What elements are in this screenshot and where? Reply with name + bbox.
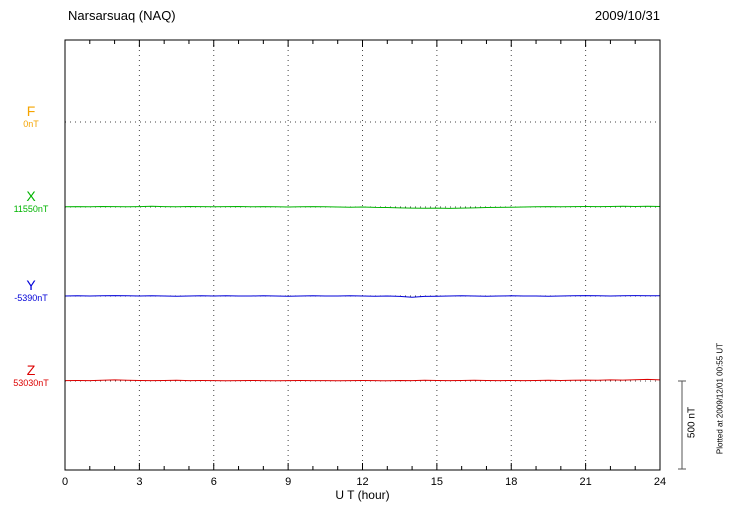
trace-label-X: X 11550nT bbox=[2, 189, 60, 214]
trace-letter-F: F bbox=[26, 103, 36, 119]
plot-frame bbox=[64, 39, 661, 471]
trace-letter-Y: Y bbox=[26, 277, 36, 293]
trace-letter-X: X bbox=[26, 188, 36, 204]
trace-X bbox=[64, 205, 661, 209]
trace-value-X: 11550nT bbox=[13, 204, 49, 214]
x-tick-label: 18 bbox=[505, 476, 517, 488]
trace-letter-Z: Z bbox=[26, 362, 36, 378]
trace-value-Y: -5390nT bbox=[14, 293, 48, 303]
trace-Z bbox=[64, 378, 661, 382]
trace-value-F: 0nT bbox=[23, 119, 39, 129]
trace-value-Z: 53030nT bbox=[13, 378, 49, 388]
trace-label-Y: Y -5390nT bbox=[2, 278, 60, 303]
x-tick-label: 0 bbox=[62, 476, 68, 488]
x-tick-label: 3 bbox=[136, 476, 142, 488]
station-title: Narsarsuaq (NAQ) bbox=[68, 8, 176, 23]
x-tick-label: 21 bbox=[580, 476, 592, 488]
x-tick-label: 24 bbox=[654, 476, 666, 488]
x-tick-label: 6 bbox=[211, 476, 217, 488]
x-tick-label: 15 bbox=[431, 476, 443, 488]
x-tick-label: 12 bbox=[356, 476, 368, 488]
trace-label-F: F 0nT bbox=[2, 104, 60, 129]
x-axis-label: U T (hour) bbox=[335, 488, 390, 502]
plotted-at-note: Plotted at 2009/12/01 00:55 UT bbox=[715, 342, 725, 455]
trace-Y bbox=[64, 295, 660, 298]
trace-label-Z: Z 53030nT bbox=[2, 363, 60, 388]
scale-bar-label: 500 nT bbox=[686, 406, 698, 439]
plot-date: 2009/10/31 bbox=[594, 8, 660, 23]
x-tick-label: 9 bbox=[285, 476, 291, 488]
